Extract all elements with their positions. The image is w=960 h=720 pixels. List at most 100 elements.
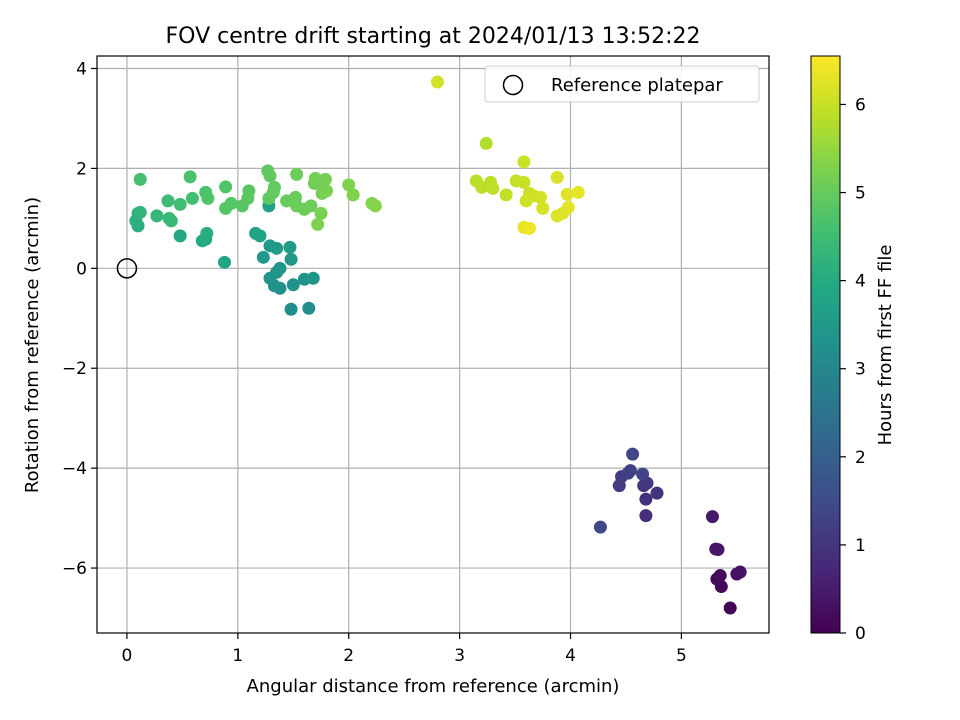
data-point	[593, 520, 607, 534]
legend-box	[484, 65, 760, 103]
data-point	[626, 447, 640, 461]
data-point	[314, 206, 328, 220]
data-point	[342, 178, 356, 192]
colorbar-gradient	[810, 55, 841, 634]
x-tick-label: 5	[676, 646, 687, 666]
data-point	[723, 601, 737, 615]
colorbar-ticks: 0 1 2 3 4 5 6	[840, 95, 866, 644]
data-point	[304, 199, 318, 213]
y-axis-label: Rotation from reference (arcmin)	[22, 197, 43, 493]
data-point	[270, 241, 284, 255]
colorbar-tick-label: 4	[855, 272, 866, 292]
data-point	[290, 167, 304, 181]
data-point	[705, 510, 719, 524]
data-point	[173, 197, 187, 211]
y-tick-label: −2	[62, 359, 87, 379]
plot-area-frame	[96, 55, 770, 634]
x-axis-label: Angular distance from reference (arcmin)	[247, 676, 620, 697]
y-tick-label: 4	[76, 59, 87, 79]
data-point	[517, 155, 531, 169]
legend-label-reference: Reference platepar	[551, 75, 723, 96]
data-point	[571, 185, 585, 199]
data-point	[486, 181, 500, 195]
colorbar-tick-label: 2	[855, 448, 866, 468]
legend-marker-reference	[502, 74, 524, 96]
data-point	[479, 136, 493, 150]
data-point	[561, 200, 575, 214]
x-tick-label: 2	[343, 646, 354, 666]
data-point	[256, 250, 270, 264]
data-point	[499, 188, 513, 202]
data-point	[318, 172, 332, 186]
data-point	[711, 543, 725, 557]
data-point	[284, 252, 298, 266]
data-point	[346, 188, 360, 202]
data-point	[266, 185, 280, 199]
data-point	[201, 191, 215, 205]
reference-point-marker	[116, 258, 138, 279]
data-point	[550, 170, 564, 184]
colorbar-tick-label: 6	[855, 95, 866, 115]
data-point	[650, 486, 664, 500]
data-point	[284, 302, 298, 316]
data-point	[185, 191, 199, 205]
data-point	[517, 175, 531, 189]
data-point	[253, 229, 267, 243]
colorbar-tick-label: 5	[855, 184, 866, 204]
data-point	[320, 184, 334, 198]
data-point	[522, 221, 536, 235]
x-tick-label: 3	[454, 646, 465, 666]
data-point	[536, 201, 550, 215]
data-points	[129, 75, 747, 615]
colorbar-tick-label: 0	[855, 624, 866, 644]
x-tick-label: 0	[122, 646, 133, 666]
data-point	[286, 278, 300, 292]
data-point	[241, 191, 255, 205]
data-point	[173, 229, 187, 243]
data-point	[218, 255, 232, 269]
data-point	[519, 194, 533, 208]
x-tick-label: 1	[232, 646, 243, 666]
colorbar: 0 1 2 3 4 5 6 Hours from first FF file	[810, 55, 896, 644]
y-tick-label: −4	[62, 459, 87, 479]
data-point	[133, 172, 147, 186]
data-point	[368, 199, 382, 213]
colorbar-label: Hours from first FF file	[875, 245, 896, 446]
data-point	[430, 75, 444, 89]
x-tick-label: 4	[565, 646, 576, 666]
data-point	[639, 509, 653, 523]
data-point	[636, 467, 650, 481]
data-point	[560, 187, 574, 201]
data-point	[302, 301, 316, 315]
chart-title: FOV centre drift starting at 2024/01/13 …	[166, 24, 701, 49]
data-point	[133, 205, 147, 219]
colorbar-tick-label: 3	[855, 360, 866, 380]
data-point	[200, 226, 214, 240]
reference-marker	[116, 258, 138, 279]
data-point	[311, 217, 325, 231]
data-point	[150, 209, 164, 223]
data-point	[639, 492, 653, 506]
x-axis-ticks: 0 1 2 3 4 5	[122, 633, 687, 666]
data-point	[219, 180, 233, 194]
data-point	[713, 569, 727, 583]
data-point	[306, 271, 320, 285]
data-point	[263, 169, 277, 183]
y-tick-label: 2	[76, 159, 87, 179]
y-axis-ticks: −6 −4 −2 0 2 4	[62, 59, 97, 579]
y-tick-label: −6	[62, 559, 87, 579]
grid-lines	[97, 56, 769, 633]
data-point	[623, 464, 637, 478]
data-point	[273, 261, 287, 275]
data-point	[183, 170, 197, 184]
data-point	[161, 194, 175, 208]
data-point	[164, 214, 178, 228]
colorbar-tick-label: 1	[855, 536, 866, 556]
data-point	[283, 240, 297, 254]
data-point	[224, 196, 238, 210]
data-point	[733, 565, 747, 579]
data-point	[534, 190, 548, 204]
y-tick-label: 0	[76, 259, 87, 279]
legend: Reference platepar	[484, 65, 760, 103]
